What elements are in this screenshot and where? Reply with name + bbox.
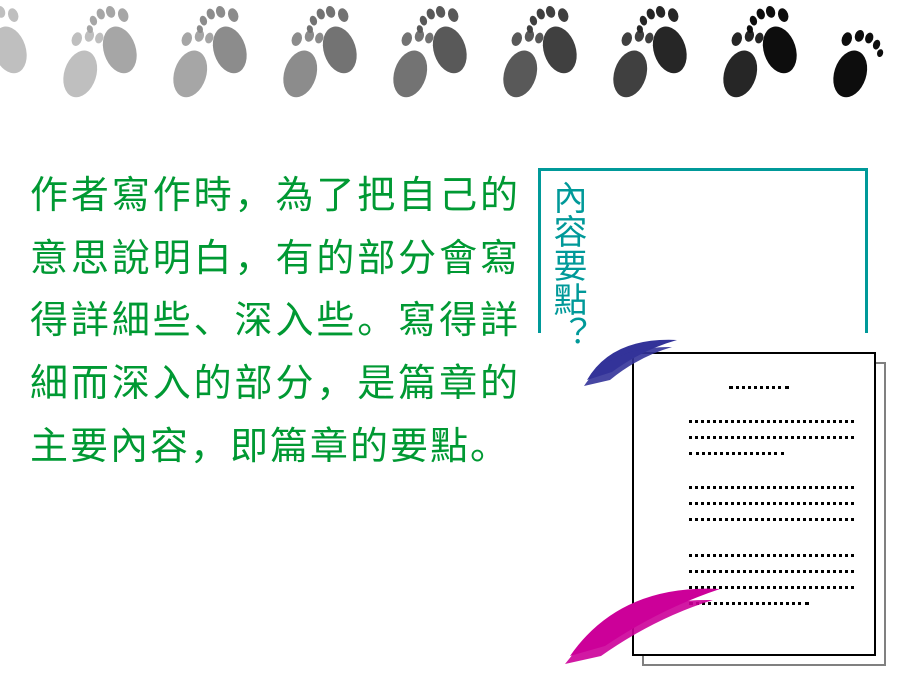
- heading-vertical: 內容要點？: [544, 180, 586, 350]
- footprint-pair: [790, 0, 910, 90]
- document-icon: [600, 334, 900, 669]
- heading-frame: [538, 168, 868, 333]
- document-text-line: [689, 486, 854, 489]
- document-text-line: [689, 420, 854, 423]
- document-text-line: [689, 570, 854, 573]
- slide-container: { "body_text": "作者寫作時，為了把自己的意思說明白，有的部分會寫…: [0, 0, 920, 690]
- brush-stroke-magenta-icon: [565, 584, 725, 664]
- brush-stroke-blue-icon: [582, 332, 682, 387]
- document-text-line: [689, 554, 854, 557]
- footprint-row: [0, 0, 920, 100]
- document-text-line: [689, 518, 854, 521]
- body-paragraph: 作者寫作時，為了把自己的意思說明白，有的部分會寫得詳細些、深入些。寫得詳細而深入…: [30, 165, 520, 478]
- document-text-line: [689, 452, 784, 455]
- document-text-line: [689, 436, 854, 439]
- document-text-line: [729, 386, 789, 389]
- document-text-line: [689, 502, 854, 505]
